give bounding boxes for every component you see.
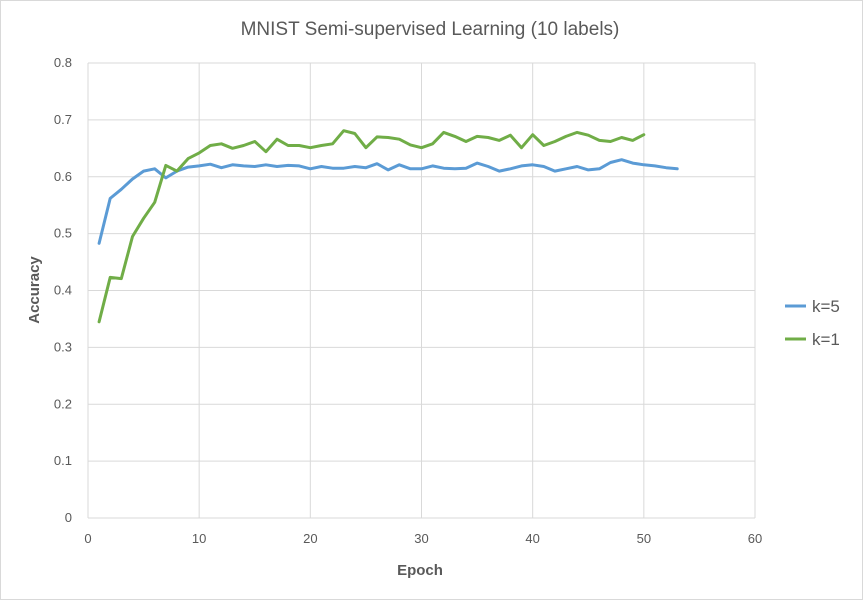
legend: k=5 k=1	[785, 297, 840, 349]
x-tick-label: 20	[303, 531, 317, 546]
x-axis-title: Epoch	[397, 562, 443, 579]
y-tick-label: 0.8	[54, 55, 72, 70]
y-axis-title: Accuracy	[26, 256, 43, 324]
x-tick-label: 60	[748, 531, 762, 546]
x-tick-label: 0	[84, 531, 91, 546]
series-lines	[97, 129, 679, 324]
y-tick-label: 0.4	[54, 283, 72, 298]
legend-label: k=5	[812, 297, 840, 316]
y-tick-label: 0.3	[54, 339, 72, 354]
x-tick-label: 50	[637, 531, 651, 546]
y-tick-label: 0.2	[54, 396, 72, 411]
legend-label: k=1	[812, 330, 840, 349]
y-tick-label: 0	[65, 510, 72, 525]
gridlines	[87, 62, 756, 519]
x-tick-label: 10	[192, 531, 206, 546]
x-tick-label: 40	[525, 531, 539, 546]
y-tick-label: 0.6	[54, 169, 72, 184]
y-tick-labels: 0 0.1 0.2 0.3 0.4 0.5 0.6 0.7 0.8	[54, 55, 72, 525]
x-tick-labels: 0 10 20 30 40 50 60	[84, 531, 762, 546]
y-tick-label: 0.7	[54, 112, 72, 127]
series-line-1	[97, 158, 679, 245]
y-tick-label: 0.1	[54, 453, 72, 468]
x-tick-label: 30	[414, 531, 428, 546]
y-tick-label: 0.5	[54, 226, 72, 241]
chart-title: MNIST Semi-supervised Learning (10 label…	[241, 19, 620, 40]
series-line-2	[97, 129, 646, 324]
